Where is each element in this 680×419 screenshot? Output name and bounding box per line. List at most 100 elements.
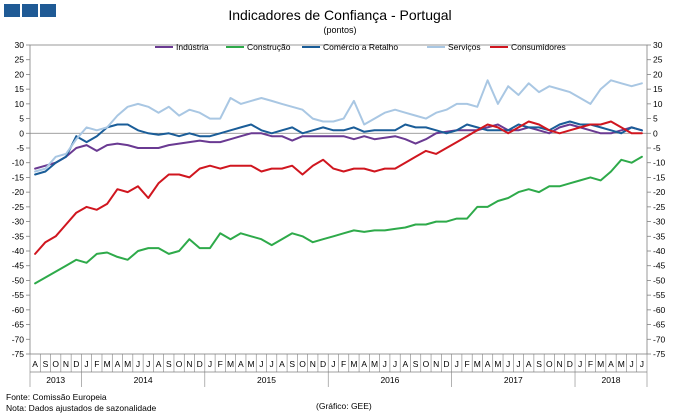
x-tick-label: A <box>361 359 367 369</box>
x-tick-label: O <box>176 359 183 369</box>
y-tick-label-left: 15 <box>15 84 25 94</box>
series-line-constru-o <box>34 155 643 285</box>
series-line-com-rcio-a-retalho <box>34 120 643 176</box>
x-tick-label: F <box>588 359 593 369</box>
x-tick-label: J <box>136 359 140 369</box>
x-tick-label: J <box>146 359 150 369</box>
year-label: 2015 <box>257 375 276 385</box>
x-tick-label: D <box>567 359 573 369</box>
x-tick-label: A <box>403 359 409 369</box>
x-tick-label: N <box>63 359 69 369</box>
y-tick-label-left: 0 <box>19 128 24 138</box>
y-tick-label-left: -30 <box>12 217 25 227</box>
y-tick-label-right: 15 <box>653 84 663 94</box>
y-tick-label-left: -10 <box>12 158 25 168</box>
x-tick-label: M <box>350 359 357 369</box>
x-tick-label: S <box>289 359 295 369</box>
year-label: 2013 <box>46 375 65 385</box>
x-tick-label: A <box>608 359 614 369</box>
x-tick-label: N <box>557 359 563 369</box>
legend-label: Serviços <box>448 42 481 52</box>
year-label: 2014 <box>134 375 153 385</box>
x-tick-label: J <box>383 359 387 369</box>
x-tick-label: D <box>443 359 449 369</box>
year-label: 2017 <box>504 375 523 385</box>
y-tick-label-right: -10 <box>653 158 666 168</box>
y-tick-label-right: 20 <box>653 69 663 79</box>
y-tick-label-right: -55 <box>653 290 666 300</box>
x-tick-label: S <box>43 359 49 369</box>
y-tick-label-left: -45 <box>12 261 25 271</box>
y-tick-label-right: -50 <box>653 275 666 285</box>
x-tick-label: A <box>115 359 121 369</box>
year-label: 2018 <box>602 375 621 385</box>
chart-subtitle: (pontos) <box>323 25 357 35</box>
y-tick-label-left: -20 <box>12 187 25 197</box>
x-tick-label: F <box>464 359 469 369</box>
y-tick-label-right: 30 <box>653 40 663 50</box>
x-tick-label: M <box>597 359 604 369</box>
source-note: Fonte: Comissão Europeia <box>6 392 107 402</box>
chart-credit: (Gráfico: GEE) <box>316 401 372 411</box>
x-tick-label: M <box>474 359 481 369</box>
footnote: Nota: Dados ajustados de sazonalidade <box>6 403 157 413</box>
y-tick-label-left: -70 <box>12 334 25 344</box>
y-tick-label-right: 10 <box>653 99 663 109</box>
y-tick-label-right: -20 <box>653 187 666 197</box>
x-tick-label: O <box>423 359 430 369</box>
y-tick-label-right: -45 <box>653 261 666 271</box>
x-tick-label: J <box>270 359 274 369</box>
x-tick-label: O <box>299 359 306 369</box>
logo-block <box>4 4 20 17</box>
y-tick-label-right: -35 <box>653 231 666 241</box>
x-tick-label: J <box>629 359 633 369</box>
x-tick-label: O <box>546 359 553 369</box>
x-tick-label: J <box>640 359 644 369</box>
legend-label: Consumidores <box>511 42 566 52</box>
x-tick-label: F <box>341 359 346 369</box>
x-tick-label: F <box>218 359 223 369</box>
plot-area <box>29 44 648 355</box>
y-tick-label-left: 25 <box>15 55 25 65</box>
x-tick-label: N <box>186 359 192 369</box>
x-tick-label: J <box>393 359 397 369</box>
y-tick-label-left: -50 <box>12 275 25 285</box>
y-tick-label-right: -30 <box>653 217 666 227</box>
y-tick-label-left: -55 <box>12 290 25 300</box>
y-tick-label-right: -60 <box>653 305 666 315</box>
x-tick-label: F <box>94 359 99 369</box>
y-tick-label-left: -15 <box>12 172 25 182</box>
x-tick-label: S <box>536 359 542 369</box>
x-tick-label: S <box>166 359 172 369</box>
y-tick-label-left: -40 <box>12 246 25 256</box>
x-tick-label: M <box>104 359 111 369</box>
x-tick-label: S <box>413 359 419 369</box>
x-tick-label: A <box>279 359 285 369</box>
series-line-consumidores <box>34 120 643 255</box>
series-line-ind-stria <box>34 123 643 170</box>
y-tick-label-right: -70 <box>653 334 666 344</box>
x-tick-label: M <box>248 359 255 369</box>
x-tick-label: A <box>32 359 38 369</box>
x-tick-label: D <box>320 359 326 369</box>
x-tick-label: J <box>84 359 88 369</box>
x-tick-label: D <box>197 359 203 369</box>
x-tick-label: N <box>310 359 316 369</box>
y-tick-label-right: -25 <box>653 202 666 212</box>
y-tick-label-right: -5 <box>653 143 661 153</box>
x-tick-label: M <box>371 359 378 369</box>
x-tick-label: A <box>238 359 244 369</box>
y-tick-label-left: -65 <box>12 320 25 330</box>
logo-block <box>40 4 56 17</box>
legend-label: Construção <box>247 42 291 52</box>
y-tick-label-right: 5 <box>653 114 658 124</box>
x-tick-label: A <box>156 359 162 369</box>
y-tick-label-right: -75 <box>653 349 666 359</box>
x-tick-label: M <box>124 359 131 369</box>
x-tick-label: A <box>526 359 532 369</box>
y-tick-label-left: 5 <box>19 114 24 124</box>
x-tick-label: J <box>331 359 335 369</box>
x-tick-label: D <box>73 359 79 369</box>
y-tick-label-right: 0 <box>653 128 658 138</box>
